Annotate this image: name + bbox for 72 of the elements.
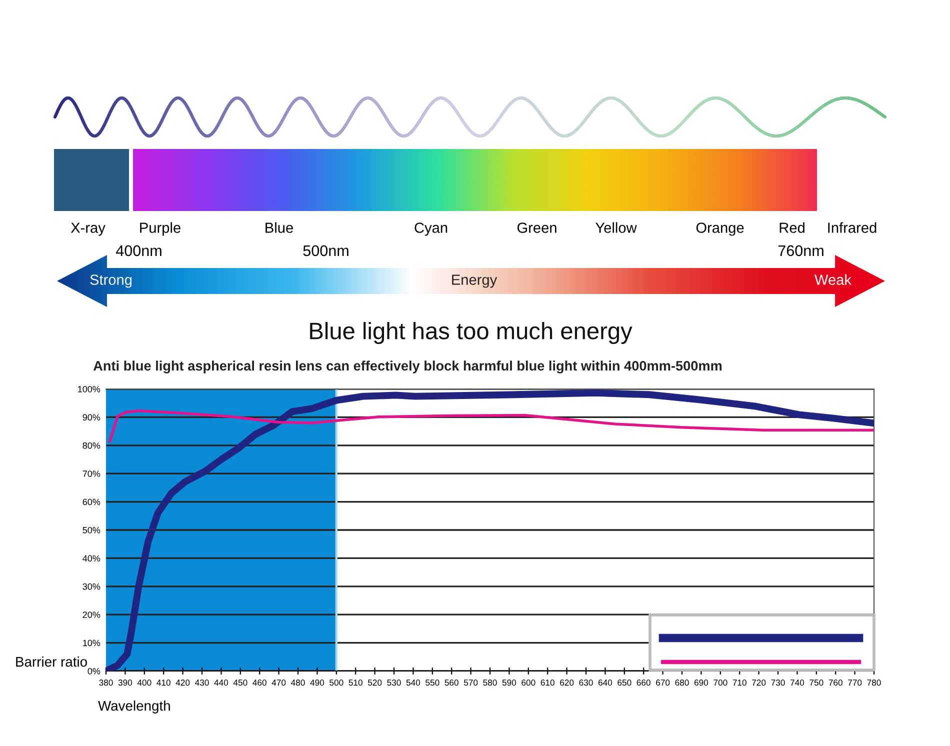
x-tick-label: 700 <box>714 680 728 686</box>
x-tick-label: 750 <box>810 680 824 686</box>
x-tick-label: 760 <box>828 680 842 686</box>
x-tick-label: 710 <box>732 680 746 686</box>
x-tick-label: 610 <box>540 680 554 686</box>
x-tick-label: 470 <box>272 680 286 686</box>
text: Green <box>517 222 556 233</box>
x-tick-label: 540 <box>406 680 420 686</box>
x-tick-label: 520 <box>368 680 382 686</box>
x-tick-label: 600 <box>522 680 536 686</box>
y-tick-label: 0% <box>88 668 100 674</box>
x-tick-label: 740 <box>790 680 804 686</box>
chart-subtitle: Anti blue light aspherical resin lens can effectively block harmful blue light within 400mm-500mm <box>93 360 722 374</box>
x-tick-label: 650 <box>618 680 632 686</box>
x-tick-label: 620 <box>560 680 574 686</box>
x-tick-label: 430 <box>195 680 209 686</box>
x-tick-label: 770 <box>848 680 862 686</box>
text: X-ray <box>70 222 106 236</box>
x-tick-label: 590 <box>502 680 516 686</box>
text: Cyan <box>414 222 448 236</box>
x-tick-label: 640 <box>598 680 612 686</box>
y-tick-label: 100% <box>78 386 100 392</box>
text: Red <box>780 222 804 233</box>
x-tick-label: 450 <box>233 680 248 686</box>
x-tick-label: 490 <box>310 680 324 686</box>
x-tick-label: 660 <box>636 680 650 686</box>
x-tick-label: 570 <box>464 680 478 686</box>
x-tick-label: 460 <box>252 680 266 686</box>
text: 500nm <box>303 245 348 256</box>
y-tick-label: 30% <box>82 583 100 590</box>
x-tick-label: 560 <box>444 680 458 686</box>
x-tick-label: 400 <box>137 680 152 686</box>
x-tick-label: 500 <box>330 680 344 686</box>
y-tick-label: 90% <box>82 414 100 421</box>
y-tick-label: 50% <box>82 526 100 534</box>
chart-title: Blue light has too much energy <box>310 322 632 344</box>
text: Purple <box>140 222 180 236</box>
x-tick-label: 680 <box>675 680 689 686</box>
x-axis-title: Wavelength <box>98 700 170 714</box>
x-tick-label: 580 <box>483 680 497 686</box>
text: 760nm <box>778 245 824 256</box>
x-tick-label: 720 <box>752 680 766 686</box>
x-tick-label: 630 <box>579 680 593 686</box>
x-tick-label: 390 <box>118 680 132 686</box>
text: Orange <box>696 222 744 236</box>
line-series <box>108 409 874 443</box>
y-tick-label: 10% <box>83 640 100 646</box>
x-tick-label: 440 <box>214 680 228 686</box>
y-axis-title: Barrier ratio <box>16 656 87 667</box>
x-tick-label: 730 <box>771 680 785 686</box>
text: Infrared <box>828 222 876 233</box>
x-tick-label: 690 <box>694 680 708 686</box>
x-tick-label: 380 <box>99 680 113 686</box>
x-tick-label: 510 <box>348 680 362 686</box>
text: Weak <box>814 274 852 285</box>
y-tick-label: 60% <box>82 498 100 506</box>
x-tick-label: 530 <box>387 680 401 686</box>
y-tick-label: 20% <box>82 612 100 618</box>
x-tick-label: 550 <box>426 680 440 686</box>
y-tick-label: 80% <box>82 442 100 449</box>
x-tick-label: 420 <box>176 680 190 686</box>
x-tick-label: 480 <box>291 680 305 686</box>
text: Energy <box>452 274 498 288</box>
y-tick-label: 40% <box>82 555 100 562</box>
x-tick-label: 670 <box>656 680 670 686</box>
text: Yellow <box>596 222 637 233</box>
text: 400nm <box>116 245 162 256</box>
y-tick-label: 70% <box>82 470 100 477</box>
x-tick-label: 780 <box>867 680 881 686</box>
text: Strong <box>90 274 132 288</box>
text: Blue <box>266 222 293 233</box>
x-tick-label: 410 <box>156 680 170 686</box>
